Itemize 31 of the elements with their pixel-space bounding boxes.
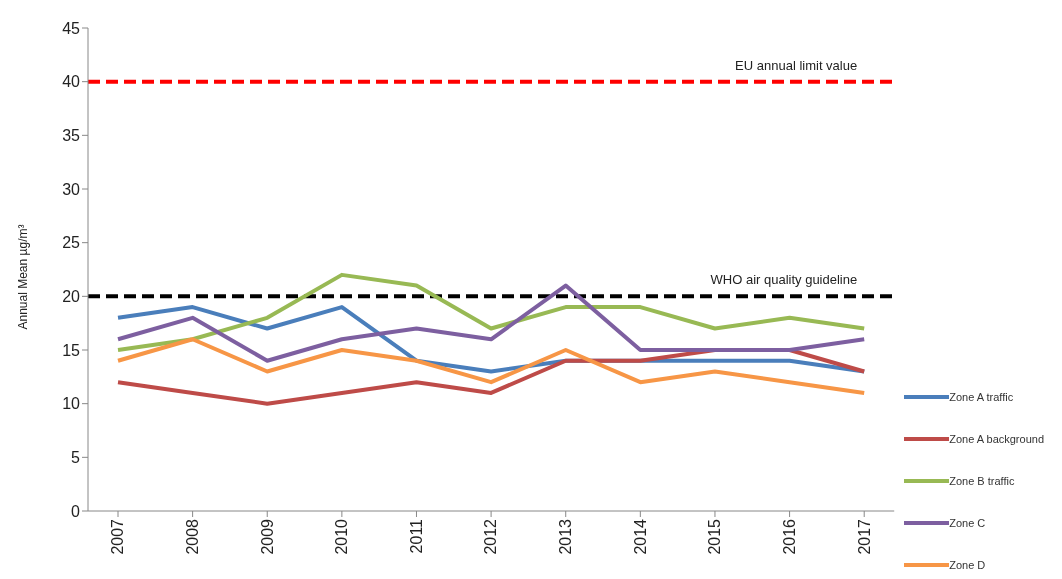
y-tick-label: 35	[62, 127, 81, 145]
y-tick-label: 25	[62, 234, 81, 252]
legend-label: Zone A background	[949, 433, 1044, 445]
y-tick-label: 15	[62, 341, 81, 359]
line-series	[116, 337, 867, 395]
ref-line-label: EU annual limit value	[735, 57, 858, 73]
y-axis-title: Annual Mean µg/m³	[16, 224, 31, 330]
x-tick-label: 2015	[706, 518, 724, 555]
x-tick-label: 2014	[631, 518, 649, 555]
x-tick-label: 2017	[855, 518, 873, 555]
y-tick-label: 20	[62, 288, 81, 306]
legend-label: Zone B traffic	[949, 475, 1015, 487]
legend-label: Zone D	[949, 559, 986, 571]
y-tick-label: 45	[62, 19, 81, 37]
x-tick-label: 2008	[183, 518, 201, 555]
x-tick-label: 2011	[407, 518, 425, 554]
y-tick-label: 40	[62, 73, 81, 91]
y-tick-label: 10	[62, 395, 81, 413]
y-tick-label: 5	[71, 449, 81, 467]
line-series	[116, 272, 867, 352]
legend-label: Zone A traffic	[949, 391, 1014, 403]
y-tick-label: 0	[71, 502, 81, 520]
y-tick-label: 30	[62, 180, 81, 198]
x-tick-label: 2013	[557, 518, 575, 555]
x-tick-label: 2009	[258, 518, 276, 555]
x-tick-label: 2007	[109, 518, 127, 555]
legend-label: Zone C	[949, 517, 986, 529]
ref-line-label: WHO air quality guideline	[710, 272, 858, 288]
x-tick-label: 2016	[780, 518, 798, 555]
x-tick-label: 2012	[482, 518, 500, 555]
x-tick-label: 2010	[333, 518, 351, 555]
